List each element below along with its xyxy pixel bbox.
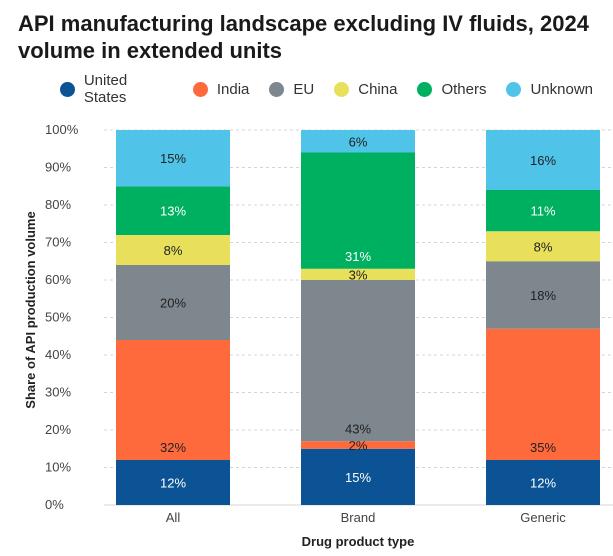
bar-segment-all-unknown [116, 130, 230, 187]
data-label: 8% [164, 243, 183, 258]
data-label: 12% [160, 476, 186, 491]
data-label: 8% [534, 239, 553, 254]
bar-segment-generic-united-states [486, 460, 600, 505]
data-label: 2% [349, 438, 368, 453]
legend-item-india: India [192, 80, 250, 98]
legend-item-united-states: United States [60, 72, 173, 106]
chart-legend: United States India EU China Others Unknown [60, 72, 613, 106]
chart-title-line-1: API manufacturing landscape excluding IV… [18, 11, 589, 36]
legend-item-others: Others [417, 81, 486, 98]
data-label: 32% [160, 440, 186, 455]
bar-segment-brand-eu [301, 280, 415, 442]
y-tick-label: 100% [45, 122, 79, 137]
y-tick-label: 60% [45, 272, 71, 287]
legend-label: India [216, 80, 250, 98]
bar-segment-generic-unknown [486, 130, 600, 190]
bar-segment-all-others [116, 186, 230, 235]
data-label: 12% [530, 476, 556, 491]
bar-segment-all-united-states [116, 460, 230, 505]
legend-label: Unknown [530, 80, 593, 98]
legend-label: Others [441, 80, 487, 98]
bar-segment-all-eu [116, 265, 230, 340]
legend-swatch [60, 81, 75, 97]
bar-segment-generic-india [486, 328, 600, 460]
bar-segment-all-china [116, 235, 230, 265]
y-tick-label: 10% [45, 460, 71, 475]
data-label: 15% [345, 470, 371, 485]
legend-item-unknown: Unknown [506, 81, 593, 98]
legend-swatch [269, 81, 285, 97]
legend-label: China [358, 80, 398, 98]
bar-segment-generic-others [486, 190, 600, 232]
y-axis-title: Share of API production volume [23, 211, 38, 408]
data-label: 6% [349, 134, 368, 149]
legend-label: EU [293, 80, 315, 98]
data-label: 3% [349, 267, 368, 282]
y-tick-label: 40% [45, 347, 71, 362]
bar-segment-brand-united-states [301, 448, 415, 505]
data-label: 31% [345, 249, 371, 264]
x-axis-title: Drug product type [302, 534, 415, 549]
x-tick-label: All [166, 510, 181, 525]
bar-segment-generic-eu [486, 261, 600, 329]
legend-item-china: China [334, 81, 397, 98]
data-label: 20% [160, 296, 186, 311]
bar-segment-brand-others [301, 152, 415, 269]
y-tick-label: 80% [45, 197, 71, 212]
legend-swatch [417, 81, 433, 97]
data-label: 43% [345, 421, 371, 436]
data-label: 13% [160, 204, 186, 219]
bar-segment-brand-china [301, 268, 415, 280]
data-label: 11% [530, 204, 555, 219]
legend-swatch [192, 81, 208, 97]
data-label: 15% [160, 151, 186, 166]
bar-segment-brand-unknown [301, 130, 415, 153]
x-tick-label: Brand [341, 510, 376, 525]
bar-segment-brand-india [301, 441, 415, 449]
bar-segment-generic-china [486, 231, 600, 262]
data-label: 16% [530, 153, 556, 168]
bar-segment-all-india [116, 340, 230, 460]
chart-title: API manufacturing landscape excluding IV… [18, 10, 608, 64]
chart-title-line-2: volume in extended units [18, 38, 283, 63]
x-tick-label: Generic [520, 510, 566, 525]
y-tick-label: 90% [45, 160, 71, 175]
y-tick-label: 20% [45, 422, 71, 437]
data-label: 18% [530, 288, 556, 303]
y-tick-label: 50% [45, 310, 71, 325]
legend-item-eu: EU [269, 81, 314, 98]
y-tick-label: 70% [45, 235, 71, 250]
y-tick-label: 0% [45, 497, 64, 512]
data-label: 35% [530, 440, 556, 455]
legend-label: United States [83, 72, 128, 106]
y-tick-label: 30% [45, 385, 71, 400]
legend-swatch [334, 81, 350, 97]
legend-swatch [506, 81, 522, 97]
